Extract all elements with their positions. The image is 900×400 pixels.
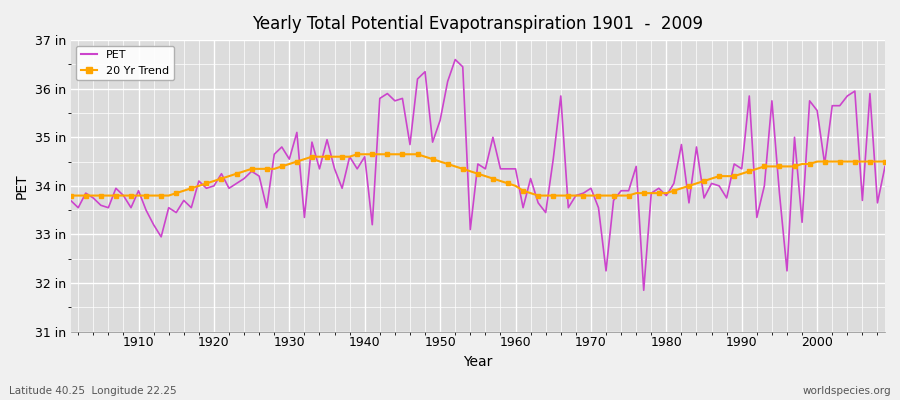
20 Yr Trend [518,188,528,193]
PET [518,205,528,210]
20 Yr Trend [510,184,521,188]
Legend: PET, 20 Yr Trend: PET, 20 Yr Trend [76,46,174,80]
Line: PET: PET [71,60,885,290]
PET [450,57,461,62]
20 Yr Trend [879,159,890,164]
20 Yr Trend [608,193,619,198]
20 Yr Trend [66,193,77,198]
PET [638,288,649,293]
20 Yr Trend [337,154,347,159]
Text: worldspecies.org: worldspecies.org [803,386,891,396]
PET [510,166,521,171]
X-axis label: Year: Year [464,355,492,369]
PET [337,186,347,191]
Title: Yearly Total Potential Evapotranspiration 1901  -  2009: Yearly Total Potential Evapotranspiratio… [252,15,703,33]
20 Yr Trend [126,193,137,198]
PET [292,130,302,135]
PET [608,198,619,203]
Text: Latitude 40.25  Longitude 22.25: Latitude 40.25 Longitude 22.25 [9,386,176,396]
PET [879,164,890,169]
PET [126,205,137,210]
PET [66,198,77,203]
20 Yr Trend [292,159,302,164]
20 Yr Trend [352,152,363,157]
Y-axis label: PET: PET [15,173,29,199]
Line: 20 Yr Trend: 20 Yr Trend [68,152,887,198]
